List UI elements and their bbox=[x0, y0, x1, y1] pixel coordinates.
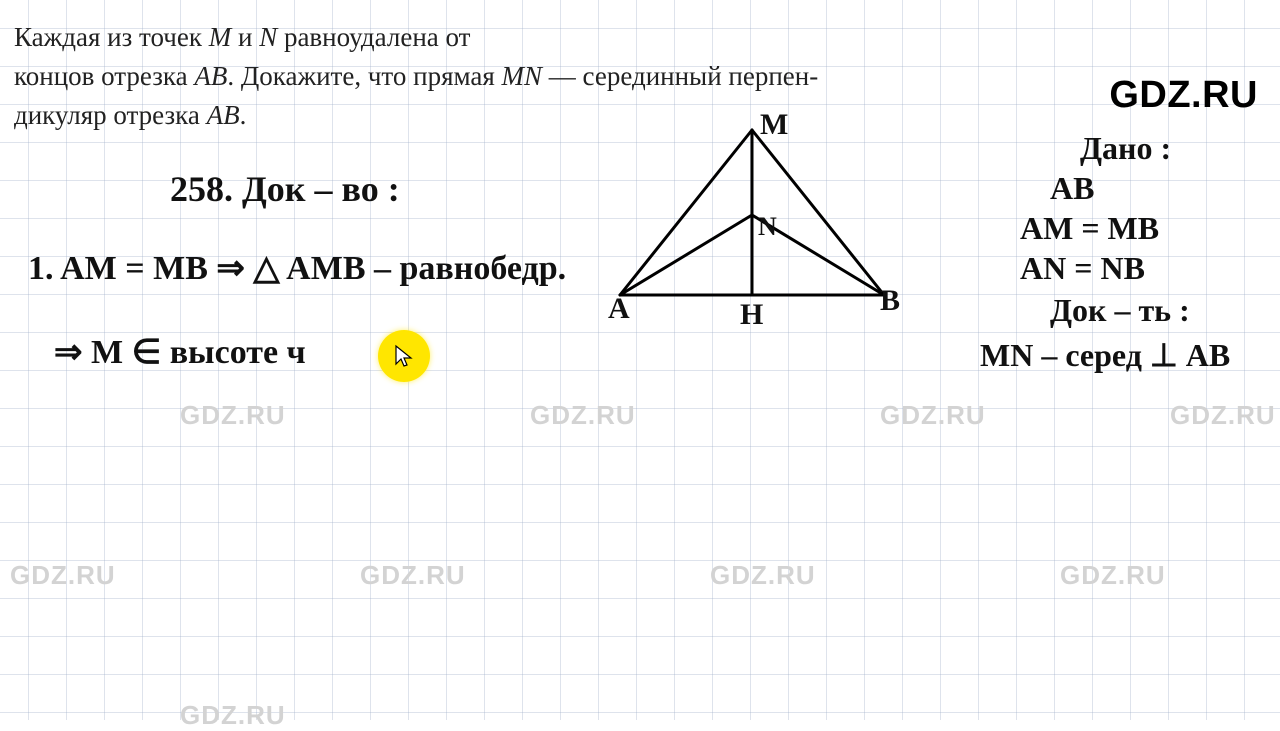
cursor-icon bbox=[394, 344, 414, 368]
problem-l2c: — серединный перпен- bbox=[542, 61, 818, 91]
problem-text: Каждая из точек M и N равноудалена от ко… bbox=[14, 18, 964, 135]
label-N: N bbox=[758, 212, 777, 242]
prove-line: MN – серед ⊥ AB bbox=[980, 336, 1230, 374]
problem-l2b: . Докажите, что прямая bbox=[227, 61, 501, 91]
watermark: GDZ.RU bbox=[180, 400, 286, 431]
site-logo: GDZ.RU bbox=[1109, 74, 1258, 117]
watermark: GDZ.RU bbox=[10, 560, 116, 591]
given-2: AM = MB bbox=[1020, 210, 1159, 247]
given-1: AB bbox=[1050, 170, 1094, 207]
problem-l1a: Каждая из точек bbox=[14, 22, 209, 52]
problem-l1c: равноудалена от bbox=[277, 22, 470, 52]
problem-l3a: дикуляр отрезка bbox=[14, 100, 207, 130]
problem-l3b: . bbox=[240, 100, 247, 130]
proof-line2: ⇒ M ∈ высоте ч bbox=[54, 332, 306, 372]
watermark: GDZ.RU bbox=[880, 400, 986, 431]
proof-line1: 1. AM = MB ⇒ △ AMB – равнобедр. bbox=[28, 248, 566, 288]
problem-l2a: концов отрезка bbox=[14, 61, 194, 91]
label-H: H bbox=[740, 298, 763, 332]
problem-M: M bbox=[209, 22, 232, 52]
watermark: GDZ.RU bbox=[1060, 560, 1166, 591]
watermark: GDZ.RU bbox=[710, 560, 816, 591]
given-title: Дано : bbox=[1080, 130, 1171, 167]
problem-AB2: AB bbox=[207, 100, 240, 130]
problem-MN: MN bbox=[502, 61, 543, 91]
prove-title: Док – ть : bbox=[1050, 292, 1190, 329]
label-B: B bbox=[880, 284, 900, 318]
problem-AB1: AB bbox=[194, 61, 227, 91]
problem-N: N bbox=[259, 22, 277, 52]
label-A: A bbox=[608, 292, 630, 326]
given-3: AN = NB bbox=[1020, 250, 1145, 287]
watermark: GDZ.RU bbox=[1170, 400, 1276, 431]
label-M: M bbox=[760, 108, 788, 142]
proof-heading: 258. Док – во : bbox=[170, 168, 400, 210]
problem-l1b: и bbox=[231, 22, 259, 52]
watermark: GDZ.RU bbox=[180, 700, 286, 731]
watermark: GDZ.RU bbox=[360, 560, 466, 591]
watermark: GDZ.RU bbox=[530, 400, 636, 431]
